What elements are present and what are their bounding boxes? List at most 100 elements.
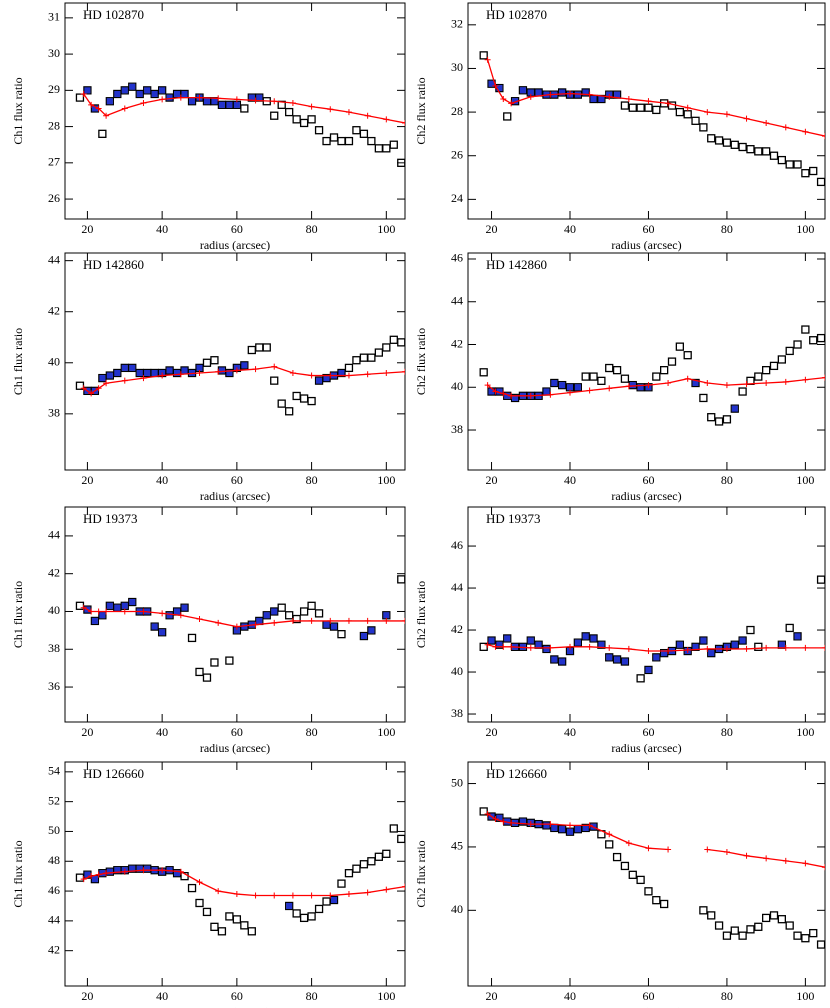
data-point <box>314 126 324 135</box>
selected-point <box>338 369 345 376</box>
model-point <box>684 375 691 382</box>
selected-point <box>174 870 181 877</box>
y-tick-label: 30 <box>48 46 60 60</box>
x-tick-label: 80 <box>306 473 318 487</box>
model-point <box>383 617 390 624</box>
data-point <box>754 642 763 651</box>
model-point <box>527 821 534 828</box>
model-point <box>527 644 534 651</box>
data-point <box>367 626 376 635</box>
selected-point <box>653 654 660 661</box>
data-point <box>730 140 739 149</box>
model-point <box>704 846 711 853</box>
data-point <box>793 340 802 349</box>
data-point <box>816 575 825 584</box>
selected-point <box>323 375 330 382</box>
selected-point <box>598 96 605 102</box>
data-point <box>292 115 301 124</box>
model-point <box>327 372 334 379</box>
model-point <box>782 378 789 385</box>
model-point <box>508 392 515 399</box>
data-point <box>769 911 779 920</box>
data-point <box>397 158 405 167</box>
data-point <box>785 160 794 169</box>
x-axis-label: radius (arcsec) <box>611 238 681 252</box>
selected-point <box>263 612 270 619</box>
selected-point <box>166 94 173 101</box>
x-tick-label: 20 <box>486 725 498 739</box>
data-point <box>240 361 249 370</box>
selected-point <box>144 865 151 872</box>
model-line <box>83 607 405 628</box>
x-axis-label: radius (arcsec) <box>611 1005 681 1008</box>
data-point <box>352 864 361 873</box>
data-point <box>644 103 653 112</box>
selected-point <box>692 643 699 650</box>
plot-frame <box>467 506 826 723</box>
x-tick-label: 100 <box>796 725 814 739</box>
data-point <box>581 632 590 641</box>
data-point <box>359 860 369 869</box>
x-tick-label: 40 <box>156 222 168 236</box>
selected-point <box>700 637 707 644</box>
model-point <box>215 888 222 895</box>
model-point <box>645 845 652 852</box>
model-point <box>159 96 166 103</box>
model-point <box>547 644 554 651</box>
model-point <box>802 376 809 383</box>
x-tick-label: 80 <box>721 725 733 739</box>
model-point <box>80 90 87 97</box>
model-point <box>103 380 110 387</box>
model-point <box>80 876 87 883</box>
plot-frame <box>64 2 406 220</box>
panel-title: HD 126660 <box>486 766 547 781</box>
model-point <box>327 617 334 624</box>
y-tick-label: 50 <box>48 823 60 837</box>
selected-point <box>590 96 597 102</box>
model-point <box>645 382 652 389</box>
y-tick-label: 38 <box>451 706 463 720</box>
y-tick-label: 50 <box>451 775 463 789</box>
data-point <box>573 383 582 392</box>
model-point <box>383 369 390 376</box>
selected-point <box>151 623 158 630</box>
selected-point <box>121 602 128 609</box>
y-tick-label: 40 <box>48 603 60 617</box>
selected-point <box>637 384 644 391</box>
data-point <box>738 387 747 396</box>
data-point <box>573 638 582 647</box>
model-point <box>527 93 534 100</box>
model-point <box>159 372 166 379</box>
selected-point <box>174 608 181 615</box>
selected-point <box>590 635 597 642</box>
selected-point <box>535 89 542 96</box>
selected-point <box>582 633 589 640</box>
model-point <box>625 645 632 652</box>
data-point <box>762 147 771 156</box>
data-point <box>180 603 189 612</box>
x-tick-label: 60 <box>231 725 243 739</box>
selected-point <box>233 101 240 108</box>
selected-point <box>543 822 550 829</box>
data-point <box>699 393 708 403</box>
data-point <box>337 879 346 888</box>
selected-point <box>368 627 375 634</box>
data-point <box>479 51 488 60</box>
data-point <box>329 895 339 905</box>
data-point <box>691 642 700 651</box>
selected-point <box>91 617 98 624</box>
y-tick-label: 36 <box>48 679 60 693</box>
data-point <box>809 336 818 345</box>
selected-point <box>527 637 534 644</box>
data-point <box>589 372 598 381</box>
selected-point <box>106 372 113 379</box>
data-point <box>777 915 786 924</box>
model-point <box>95 385 102 392</box>
data-point <box>367 857 376 866</box>
data-point <box>738 636 747 645</box>
model-point <box>484 810 491 817</box>
selected-point <box>226 101 233 108</box>
model-point <box>327 106 334 113</box>
data-point <box>98 129 107 138</box>
panel: HD 142860 radius (arcsec) Ch2 flux ratio 20… <box>414 251 826 503</box>
